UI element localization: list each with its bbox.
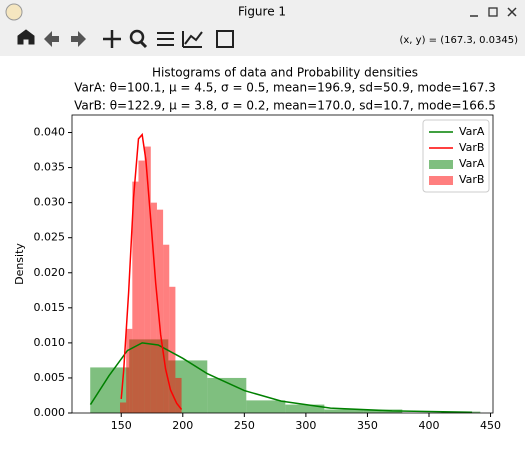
maximize-button[interactable] [488, 7, 498, 17]
histogram-bar [285, 404, 325, 413]
histogram-bar [138, 160, 145, 413]
histogram-bar [246, 400, 286, 413]
app-icon [5, 3, 23, 21]
y-tick-label: 0.010 [34, 336, 66, 349]
x-tick-label: 400 [418, 419, 439, 432]
zoom-button[interactable] [129, 29, 145, 45]
histogram-bar [207, 377, 247, 413]
x-tick-label: 200 [172, 419, 193, 432]
legend-patch [429, 160, 453, 169]
subplots-button[interactable] [157, 32, 174, 46]
legend-label: VarA [459, 125, 485, 138]
chart-subtitle: VarB: θ=122.9, μ = 3.8, σ = 0.2, mean=17… [74, 99, 496, 113]
legend-box [422, 119, 490, 193]
histogram-bar [163, 244, 170, 413]
x-tick-label: 150 [111, 419, 132, 432]
x-tick-label: 350 [357, 419, 378, 432]
histogram-bar [169, 286, 176, 413]
legend-patch [429, 176, 453, 185]
y-tick-label: 0.025 [34, 231, 66, 244]
histogram-bar [156, 209, 164, 413]
axes-frame [71, 114, 494, 414]
x-tick-label: 250 [234, 419, 255, 432]
histogram-bar [120, 402, 127, 413]
close-button[interactable] [507, 7, 517, 17]
histogram-bar [324, 409, 364, 413]
forward-button[interactable] [71, 31, 86, 47]
legend-label: VarB [459, 141, 484, 154]
title-toolbar-bg [0, 0, 525, 56]
status-text: (x, y) = (167.3, 0.0345) [399, 35, 518, 46]
y-axis-label: Density [13, 243, 26, 285]
toolbar [17, 29, 234, 49]
y-tick-label: 0.000 [34, 406, 66, 419]
x-tick-label: 300 [295, 419, 316, 432]
back-button[interactable] [44, 31, 59, 47]
histogram-bar [126, 328, 133, 413]
y-tick-label: 0.035 [34, 161, 66, 174]
density-line [120, 132, 183, 410]
histogram-bar [175, 377, 182, 413]
histogram-bar [363, 409, 403, 413]
y-tick-label: 0.030 [34, 196, 66, 209]
legend-label: VarA [459, 157, 485, 170]
chart-title: Histograms of data and Probability densi… [152, 66, 418, 80]
window-title: Figure 1 [238, 5, 286, 19]
y-tick-label: 0.040 [34, 126, 66, 139]
pan-button[interactable] [103, 30, 121, 48]
home-button[interactable] [17, 29, 35, 45]
chart-subtitle: VarA: θ=100.1, μ = 4.5, σ = 0.5, mean=19… [74, 81, 496, 95]
histogram-bar [150, 202, 157, 413]
x-tick-label: 450 [480, 419, 501, 432]
save-button[interactable] [216, 30, 234, 48]
histogram-bar [144, 146, 151, 413]
legend-label: VarB [459, 173, 484, 186]
histogram-bar [132, 181, 139, 413]
zoom-handle [139, 40, 148, 49]
y-tick-label: 0.015 [34, 301, 66, 314]
y-tick-label: 0.005 [34, 371, 66, 384]
axes-button[interactable] [182, 31, 203, 48]
y-tick-label: 0.020 [34, 266, 66, 279]
